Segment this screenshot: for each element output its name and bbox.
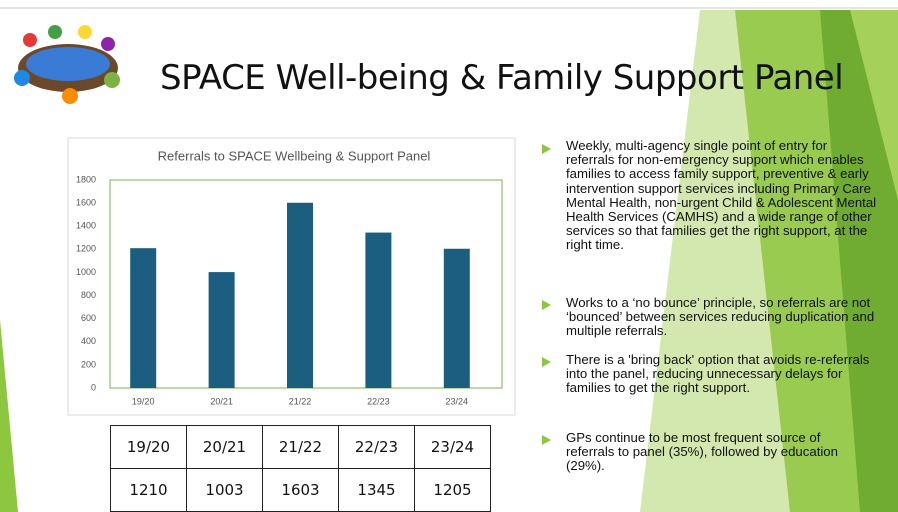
- bar: [209, 272, 235, 388]
- bullet-marker: [542, 435, 551, 445]
- bar: [365, 233, 391, 388]
- y-tick-label: 400: [81, 336, 96, 346]
- y-tick-label: 1800: [76, 174, 96, 184]
- table-cell: 1603: [263, 469, 339, 512]
- bullet-marker: [542, 144, 551, 154]
- y-tick-label: 1200: [76, 244, 96, 254]
- table-cell: 22/23: [339, 426, 415, 469]
- y-tick-label: 1000: [76, 267, 96, 277]
- bar: [287, 203, 313, 388]
- table-cell: 1345: [339, 469, 415, 512]
- y-tick-label: 1600: [76, 197, 96, 207]
- slide: SPACE Well-being & Family Support Panel …: [0, 0, 898, 512]
- table-cell: 23/24: [415, 426, 491, 469]
- x-tick-label: 21/22: [289, 396, 312, 406]
- bullet-marker: [542, 357, 551, 367]
- table-cell: 20/21: [187, 426, 263, 469]
- bullet-text: Works to a ‘no bounce’ principle, so ref…: [566, 296, 878, 339]
- x-tick-label: 23/24: [446, 396, 469, 406]
- bar: [444, 249, 470, 388]
- table-cell: 19/20: [111, 426, 187, 469]
- bullet-text: There is a 'bring back' option that avoi…: [566, 353, 878, 396]
- table-cell: 21/22: [263, 426, 339, 469]
- table-cell: 1205: [415, 469, 491, 512]
- chart-title: Referrals to SPACE Wellbeing & Support P…: [158, 148, 431, 163]
- y-tick-label: 1400: [76, 221, 96, 231]
- bullet-text: Weekly, multi-agency single point of ent…: [566, 139, 878, 253]
- x-tick-label: 22/23: [367, 396, 390, 406]
- bullet-marker: [542, 300, 551, 310]
- bullet-text: GPs continue to be most frequent source …: [566, 431, 866, 474]
- y-tick-label: 600: [81, 313, 96, 323]
- y-tick-label: 800: [81, 290, 96, 300]
- bar: [130, 248, 156, 388]
- table-cell: 1210: [111, 469, 187, 512]
- y-tick-label: 0: [91, 382, 96, 392]
- y-tick-label: 200: [81, 359, 96, 369]
- table-cell: 1003: [187, 469, 263, 512]
- x-tick-label: 19/20: [132, 396, 155, 406]
- x-tick-label: 20/21: [210, 396, 233, 406]
